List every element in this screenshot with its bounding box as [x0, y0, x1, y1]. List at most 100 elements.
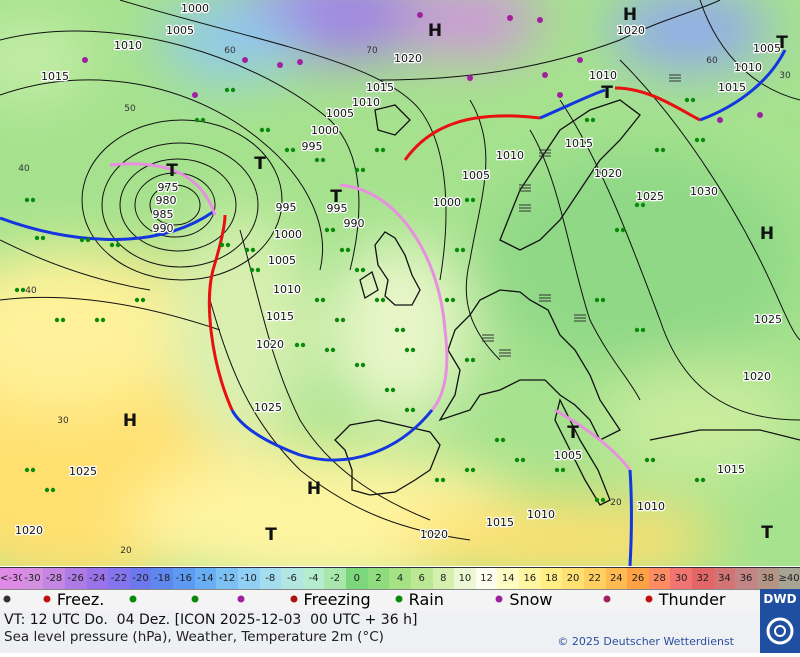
pressure-center: H	[123, 411, 137, 431]
scale-cell: 38	[757, 568, 779, 589]
rain-symbol	[141, 298, 145, 302]
scale-cell: 32	[692, 568, 714, 589]
weather-legend-item: Snow	[234, 590, 287, 612]
rain-symbol	[695, 138, 699, 142]
isobar-label: 1000	[311, 124, 339, 137]
temperature-label: 30	[779, 71, 791, 81]
rain-symbol	[315, 158, 319, 162]
isobar-label: 1000	[274, 228, 302, 241]
snow-symbol	[557, 92, 563, 98]
isobar-label: 1005	[554, 449, 582, 462]
isobar-label: 1015	[718, 81, 746, 94]
rain-symbol	[621, 228, 625, 232]
snow-symbol	[192, 92, 198, 98]
rain-symbol	[245, 248, 249, 252]
rain-symbol	[361, 268, 365, 272]
scale-cell: -16	[173, 568, 195, 589]
symbol-dot	[645, 596, 652, 603]
pressure-center: T	[254, 154, 266, 174]
rain-symbol	[701, 138, 705, 142]
temperature-label: 40	[18, 164, 30, 174]
rain-symbol	[361, 363, 365, 367]
isobar-label: 985	[153, 208, 174, 221]
weather-legend-item: Freezing rain	[287, 590, 392, 612]
rain-symbol	[301, 343, 305, 347]
rain-symbol	[701, 478, 705, 482]
isobar-label: 1015	[717, 463, 745, 476]
isobar-label: 1020	[743, 370, 771, 383]
rain-symbol	[661, 148, 665, 152]
isobar-label: 1025	[636, 190, 664, 203]
pressure-center: T	[330, 187, 342, 207]
weather-legend-symbol	[0, 593, 14, 605]
weather-legend-item: Hail	[600, 590, 642, 612]
weather-legend-symbol	[126, 593, 140, 605]
temperature-label: 40	[25, 286, 37, 296]
rain-symbol	[435, 478, 439, 482]
dwd-logo: DWD	[760, 589, 800, 653]
rain-symbol	[41, 236, 45, 240]
isobar-label: 1010	[273, 283, 301, 296]
rain-symbol	[635, 328, 639, 332]
rain-symbol	[226, 243, 230, 247]
rain-symbol	[195, 118, 199, 122]
rain-symbol	[521, 458, 525, 462]
scale-cell: 24	[606, 568, 628, 589]
weather-legend-item: Thunder storm	[642, 590, 760, 612]
isobar-label: 1030	[690, 185, 718, 198]
scale-cell: 16	[519, 568, 541, 589]
isobar-label: 990	[153, 222, 174, 235]
rain-symbol	[355, 168, 359, 172]
map: 1000100510101015102010151010100510009959…	[0, 0, 800, 566]
rain-symbol	[116, 243, 120, 247]
isobar-label: 1020	[594, 167, 622, 180]
scale-cell: 22	[584, 568, 606, 589]
weather-legend-symbol	[287, 593, 301, 605]
scale-cell: 10	[454, 568, 476, 589]
rain-symbol	[61, 318, 65, 322]
pressure-center: H	[307, 479, 321, 499]
snow-symbol	[717, 117, 723, 123]
symbol-dot	[43, 596, 50, 603]
isobar-label: 1025	[254, 401, 282, 414]
rain-symbol	[321, 158, 325, 162]
scale-cell: -22	[108, 568, 130, 589]
temperature-label: 20	[610, 498, 622, 508]
rain-symbol	[375, 298, 379, 302]
logo-text: DWD	[760, 592, 800, 606]
snow-symbol	[507, 15, 513, 21]
weather-legend-symbol	[492, 593, 506, 605]
rain-symbol	[641, 203, 645, 207]
snow-symbol	[297, 59, 303, 65]
isobar-label: 1020	[420, 528, 448, 541]
rain-symbol	[321, 298, 325, 302]
symbol-dot	[4, 596, 11, 603]
rain-symbol	[595, 298, 599, 302]
rain-symbol	[25, 468, 29, 472]
weather-legend-symbol	[40, 593, 54, 605]
scale-cell: 36	[735, 568, 757, 589]
rain-symbol	[445, 298, 449, 302]
symbol-dot	[496, 596, 503, 603]
weather-legend-symbol	[642, 593, 656, 605]
scale-cell: 20	[562, 568, 584, 589]
isobar-label: 1020	[15, 524, 43, 537]
rain-symbol	[135, 298, 139, 302]
rain-symbol	[465, 198, 469, 202]
rain-symbol	[601, 298, 605, 302]
rain-symbol	[555, 468, 559, 472]
rain-symbol	[635, 203, 639, 207]
rain-symbol	[441, 478, 445, 482]
rain-symbol	[35, 236, 39, 240]
rain-symbol	[325, 348, 329, 352]
pressure-center: T	[166, 161, 178, 181]
isobar-label: 1005	[326, 107, 354, 120]
rain-symbol	[561, 468, 565, 472]
rain-symbol	[651, 458, 655, 462]
rain-symbol	[220, 243, 224, 247]
rain-symbol	[361, 168, 365, 172]
isobar-label: 1010	[114, 39, 142, 52]
rain-symbol	[325, 228, 329, 232]
isobar-label: 1020	[617, 24, 645, 37]
